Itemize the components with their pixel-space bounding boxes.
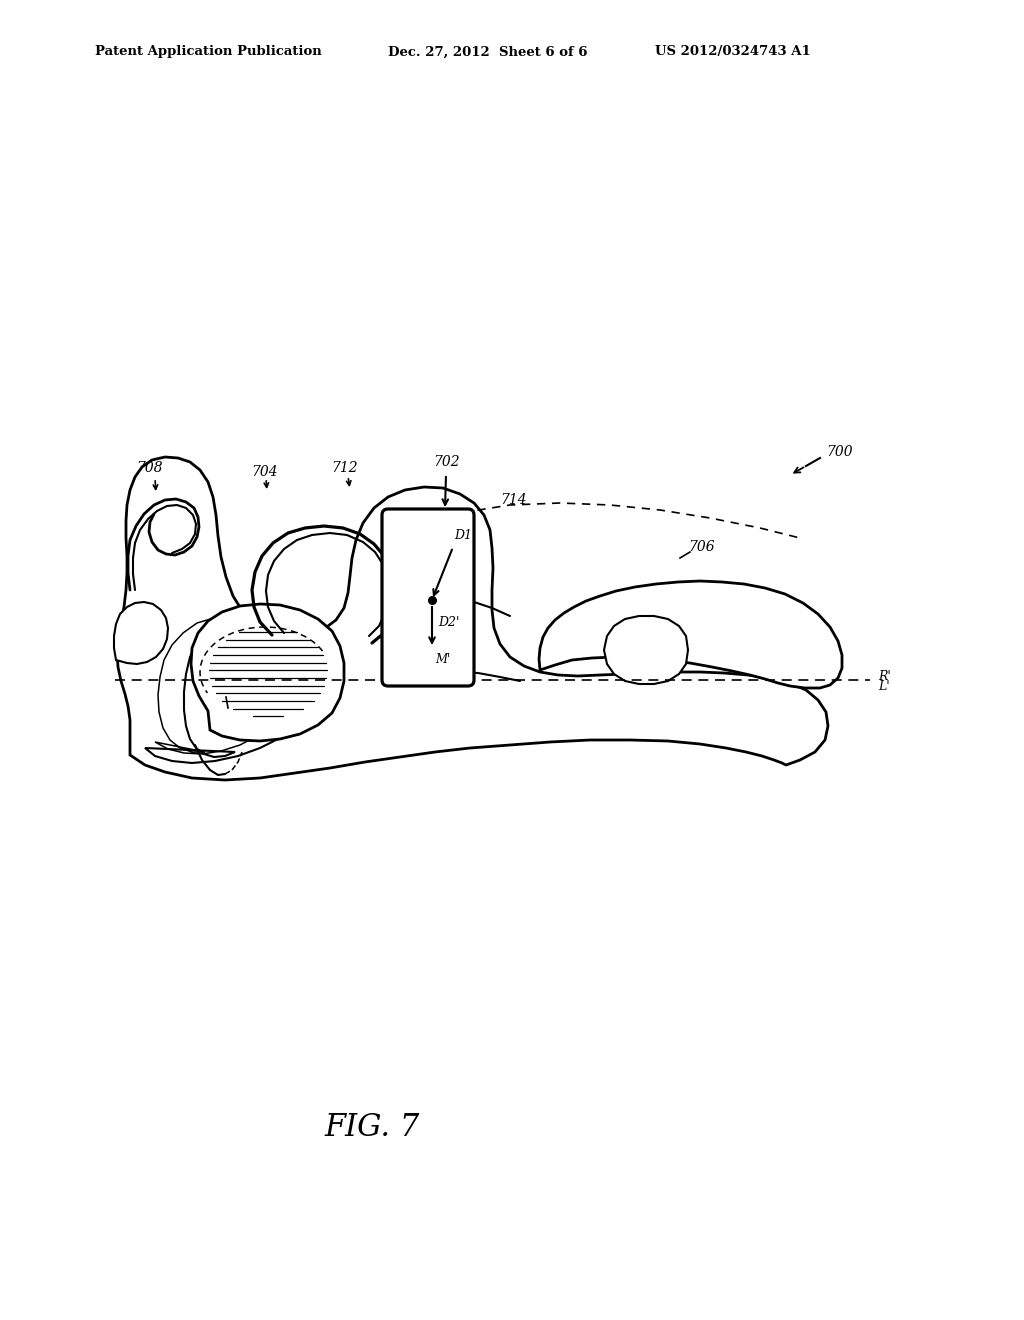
Polygon shape: [117, 457, 828, 780]
Text: 704: 704: [252, 465, 279, 479]
FancyBboxPatch shape: [382, 510, 474, 686]
Polygon shape: [145, 610, 330, 763]
Text: L': L': [878, 680, 890, 693]
Text: 700: 700: [826, 445, 853, 459]
Text: US 2012/0324743 A1: US 2012/0324743 A1: [655, 45, 811, 58]
Polygon shape: [604, 616, 688, 684]
Polygon shape: [539, 581, 842, 688]
Text: 714: 714: [500, 492, 526, 507]
Text: Dec. 27, 2012  Sheet 6 of 6: Dec. 27, 2012 Sheet 6 of 6: [388, 45, 588, 58]
Text: 706: 706: [688, 540, 715, 554]
Text: 702: 702: [434, 455, 461, 469]
Text: M': M': [435, 653, 451, 667]
Text: 712: 712: [332, 461, 358, 475]
Polygon shape: [114, 602, 168, 664]
Text: 708: 708: [136, 461, 163, 475]
Text: 710: 710: [215, 711, 242, 725]
Polygon shape: [191, 605, 344, 741]
Text: R': R': [878, 669, 891, 682]
Text: Patent Application Publication: Patent Application Publication: [95, 45, 322, 58]
Text: FIG. 7: FIG. 7: [325, 1111, 420, 1143]
Text: D2': D2': [438, 615, 460, 628]
Text: D1': D1': [454, 529, 475, 543]
